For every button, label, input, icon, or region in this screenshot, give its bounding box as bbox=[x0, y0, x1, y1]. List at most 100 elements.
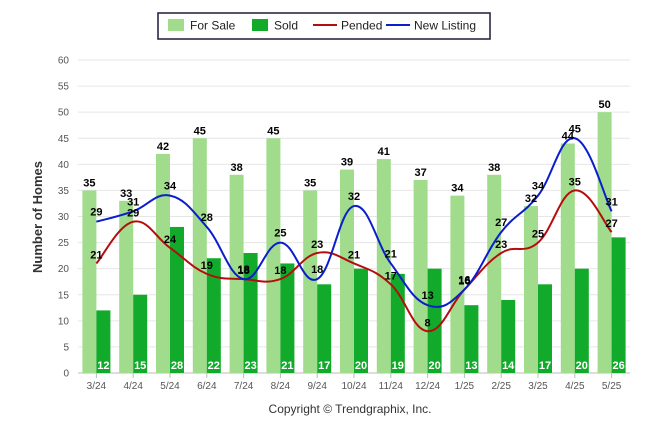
x-tick-label: 11/24 bbox=[379, 381, 404, 392]
sold-value-label: 28 bbox=[171, 360, 183, 372]
new-listing-value-label: 29 bbox=[90, 207, 102, 219]
new-listing-line bbox=[96, 137, 613, 308]
pended-value-label: 25 bbox=[532, 229, 544, 241]
for-sale-bar bbox=[192, 138, 207, 373]
new-listing-value-label: 25 bbox=[274, 228, 286, 240]
y-tick-label: 40 bbox=[58, 160, 70, 171]
sold-value-label: 17 bbox=[539, 360, 551, 372]
for-sale-value-label: 34 bbox=[451, 183, 464, 195]
y-tick-label: 60 bbox=[58, 56, 70, 67]
sold-bar bbox=[611, 237, 626, 373]
y-tick-label: 55 bbox=[58, 82, 70, 93]
sold-bar bbox=[574, 268, 589, 373]
sold-bar bbox=[390, 273, 405, 373]
x-tick-label: 7/24 bbox=[234, 381, 254, 392]
for-sale-bar bbox=[156, 153, 170, 373]
y-tick-label: 20 bbox=[58, 264, 70, 275]
y-tick-label: 10 bbox=[58, 316, 70, 327]
for-sale-bar bbox=[560, 143, 575, 373]
for-sale-value-label: 38 bbox=[488, 162, 500, 174]
for-sale-value-label: 35 bbox=[83, 177, 95, 189]
new-listing-value-label: 28 bbox=[201, 212, 213, 224]
for-sale-value-label: 37 bbox=[414, 167, 426, 179]
legend-swatch bbox=[252, 19, 268, 31]
y-tick-label: 30 bbox=[58, 212, 70, 223]
for-sale-bar bbox=[119, 200, 134, 373]
for-sale-bar bbox=[487, 174, 502, 373]
sold-value-label: 19 bbox=[392, 360, 404, 372]
new-listing-value-label: 32 bbox=[348, 191, 360, 203]
new-listing-value-label: 31 bbox=[127, 196, 139, 208]
for-sale-value-label: 33 bbox=[120, 188, 132, 200]
y-tick-label: 35 bbox=[58, 186, 70, 197]
sold-value-label: 20 bbox=[576, 360, 588, 372]
new-listing-value-label: 34 bbox=[164, 181, 177, 193]
sold-bar bbox=[464, 305, 479, 373]
for-sale-value-label: 44 bbox=[562, 130, 575, 142]
sold-value-label: 14 bbox=[502, 360, 515, 372]
for-sale-value-label: 38 bbox=[230, 162, 242, 174]
sold-value-label: 26 bbox=[612, 360, 624, 372]
sold-bar bbox=[170, 226, 184, 373]
sold-value-label: 17 bbox=[318, 360, 330, 372]
sold-value-label: 23 bbox=[244, 360, 256, 372]
y-tick-label: 0 bbox=[63, 369, 69, 380]
legend-label: For Sale bbox=[190, 19, 236, 33]
x-tick-label: 5/24 bbox=[160, 381, 180, 392]
sold-value-label: 22 bbox=[208, 360, 220, 372]
data-labels: 35 12 33 15 42 28 45 22 38 23 45 21 35 17 39 20 41 19 37 20… bbox=[83, 99, 624, 372]
y-axis-title: Number of Homes bbox=[30, 161, 45, 273]
x-tick-label: 10/24 bbox=[341, 381, 366, 392]
for-sale-value-label: 35 bbox=[304, 177, 316, 189]
legend-label: Pended bbox=[341, 19, 382, 33]
for-sale-value-label: 45 bbox=[267, 125, 279, 137]
for-sale-value-label: 42 bbox=[157, 141, 169, 153]
for-sale-bar bbox=[376, 159, 391, 373]
x-tick-label: 8/24 bbox=[271, 381, 291, 392]
x-axis: 3/24 4/24 5/24 6/24 7/24 8/24 9/24 10/24 11/24 12… bbox=[87, 373, 622, 392]
for-sale-value-label: 39 bbox=[341, 157, 353, 169]
new-listing-value-label: 16 bbox=[458, 275, 470, 287]
pended-value-label: 23 bbox=[495, 239, 507, 251]
sold-value-label: 13 bbox=[465, 360, 477, 372]
y-tick-label: 50 bbox=[58, 108, 70, 119]
for-sale-bar bbox=[413, 179, 428, 373]
sold-value-label: 20 bbox=[428, 360, 440, 372]
pended-value-label: 8 bbox=[425, 317, 431, 329]
pended-value-label: 27 bbox=[605, 218, 617, 230]
pended-value-label: 21 bbox=[348, 249, 360, 261]
for-sale-value-label: 45 bbox=[194, 125, 206, 137]
copyright-credit: Copyright © Trendgraphix, Inc. bbox=[269, 402, 432, 416]
sold-bar bbox=[501, 299, 516, 373]
new-listing-value-label: 45 bbox=[569, 123, 581, 135]
legend-label: New Listing bbox=[414, 19, 476, 33]
pended-value-label: 29 bbox=[127, 208, 139, 220]
for-sale-bar bbox=[266, 138, 281, 373]
y-tick-label: 15 bbox=[58, 290, 70, 301]
sold-bar bbox=[133, 294, 148, 373]
for-sale-bar bbox=[82, 190, 97, 373]
sold-bar bbox=[206, 258, 221, 373]
y-tick-label: 25 bbox=[58, 238, 70, 249]
pended-value-label: 16 bbox=[458, 276, 470, 288]
lines bbox=[95, 137, 613, 333]
for-sale-value-label: 32 bbox=[525, 193, 537, 205]
pended-value-label: 18 bbox=[237, 265, 249, 277]
for-sale-value-label: 50 bbox=[598, 99, 610, 111]
new-listing-value-label: 31 bbox=[605, 196, 617, 208]
new-listing-value-label: 21 bbox=[385, 248, 397, 260]
new-listing-value-label: 27 bbox=[495, 217, 507, 229]
x-tick-label: 3/24 bbox=[87, 381, 107, 392]
x-tick-label: 1/25 bbox=[455, 381, 475, 392]
x-tick-label: 4/25 bbox=[565, 381, 585, 392]
sold-bar bbox=[280, 263, 295, 373]
sold-bar bbox=[317, 284, 332, 373]
x-tick-label: 2/25 bbox=[491, 381, 511, 392]
x-tick-label: 5/25 bbox=[602, 381, 622, 392]
for-sale-bar bbox=[303, 190, 318, 373]
new-listing-value-label: 18 bbox=[237, 264, 249, 276]
y-axis: 0 5 10 15 20 25 30 35 40 45 50 55 60 bbox=[58, 56, 70, 380]
new-listing-value-label: 34 bbox=[532, 181, 545, 193]
sold-value-label: 15 bbox=[134, 360, 146, 372]
x-tick-label: 12/24 bbox=[415, 381, 440, 392]
